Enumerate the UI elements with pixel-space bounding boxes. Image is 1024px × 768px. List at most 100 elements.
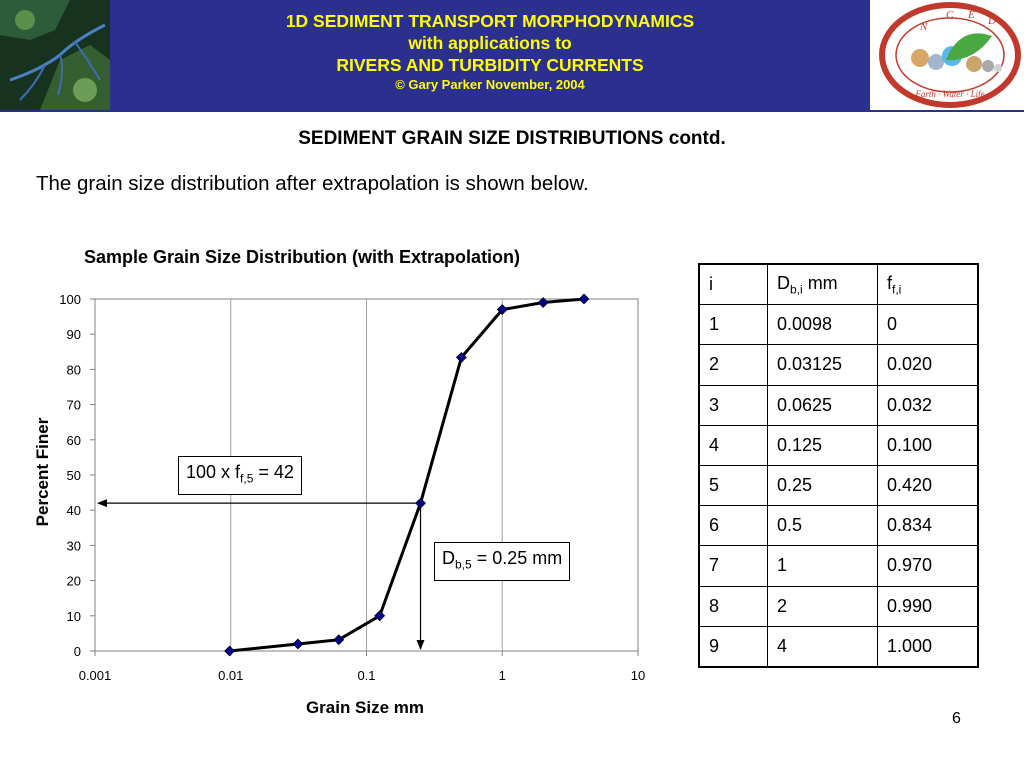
y-tick-label: 20 [67, 574, 81, 589]
table-cell: 5 [698, 464, 768, 507]
table-header-cell: i [698, 263, 768, 306]
table-header-cell: ff,i [877, 263, 979, 306]
intro-text: The grain size distribution after extrap… [36, 172, 589, 195]
table-cell: 0.032 [877, 384, 979, 426]
table-cell: 1 [698, 304, 768, 346]
y-tick-label: 10 [67, 609, 81, 624]
table-cell: 8 [698, 585, 768, 627]
y-tick-label: 0 [74, 644, 81, 659]
table-row: 3 0.0625 0.032 [698, 384, 979, 426]
x-tick-label: 10 [631, 668, 645, 683]
header-base: f [887, 272, 893, 293]
y-axis-title: Percent Finer [33, 417, 52, 527]
table-row: 1 0.0098 0 [698, 304, 979, 346]
table-cell: 4 [698, 424, 768, 466]
title-banner: 1D SEDIMENT TRANSPORT MORPHODYNAMICS wit… [110, 0, 870, 110]
table-cell: 0.125 [767, 424, 878, 466]
callout-f-prefix: 100 x f [186, 462, 241, 482]
table-cell: 1.000 [877, 625, 979, 668]
page-number: 6 [952, 710, 961, 727]
logo-letter-d: D [987, 15, 996, 27]
table-cell: 0.970 [877, 545, 979, 587]
callout-d-sub: b,5 [455, 557, 472, 572]
header-base: D [777, 272, 790, 293]
x-tick-label: 1 [499, 668, 506, 683]
table-cell: 9 [698, 625, 768, 668]
table-cell: 0 [877, 304, 979, 346]
table-cell: 0.990 [877, 585, 979, 627]
header-subscript: b,i [790, 282, 803, 297]
course-title-line2: with applications to [408, 33, 572, 53]
callout-d-prefix: D [442, 548, 455, 568]
course-title-line1: 1D SEDIMENT TRANSPORT MORPHODYNAMICS [285, 11, 695, 31]
header-suffix: mm [802, 272, 838, 293]
table-cell: 0.03125 [767, 344, 878, 386]
data-point-marker [224, 645, 235, 657]
data-point-marker [415, 497, 426, 509]
x-axis-title: Grain Size mm [305, 698, 425, 717]
header-subscript: f,i [892, 282, 902, 297]
satellite-delta-image [0, 0, 110, 110]
logo-letter-c: C [946, 9, 954, 21]
logo-motto: Earth · Water · Life [914, 89, 984, 99]
data-point-marker [537, 297, 549, 308]
table-cell: 7 [698, 545, 768, 587]
table-row: 8 2 0.990 [698, 585, 979, 627]
header-base: i [709, 274, 713, 295]
y-tick-label: 100 [59, 292, 81, 307]
y-tick-label: 50 [67, 468, 81, 483]
y-tick-label: 30 [67, 538, 81, 553]
y-tick-label: 40 [67, 503, 81, 518]
x-tick-label: 0.001 [79, 668, 112, 683]
course-title-line3: RIVERS AND TURBIDITY CURRENTS [336, 55, 644, 75]
data-point-marker [496, 304, 508, 315]
data-point-marker [374, 610, 386, 622]
x-tick-label: 0.1 [357, 668, 375, 683]
callout-d-suffix: = 0.25 mm [471, 548, 563, 568]
table-cell: 0.0098 [767, 304, 878, 346]
table-cell: 3 [698, 384, 768, 426]
table-cell: 0.5 [767, 505, 878, 547]
data-point-marker [333, 634, 345, 646]
table-row: 9 4 1.000 [698, 625, 979, 668]
data-point-marker [292, 638, 304, 650]
table-cell: 4 [767, 625, 878, 668]
table-cell: 0.100 [877, 424, 979, 466]
table-row: 5 0.25 0.420 [698, 464, 979, 507]
chart-title: Sample Grain Size Distribution (with Ext… [84, 247, 521, 267]
table-cell: 0.25 [767, 464, 878, 507]
table-header-row: i Db,i mm ff,i [698, 263, 979, 306]
y-tick-label: 70 [67, 398, 81, 413]
slide-title: SEDIMENT GRAIN SIZE DISTRIBUTIONS contd. [298, 128, 726, 149]
callout-f-suffix: = 42 [253, 462, 294, 482]
table-cell: 2 [698, 344, 768, 386]
table-row: 6 0.5 0.834 [698, 505, 979, 547]
y-tick-label: 90 [67, 327, 81, 342]
table-cell: 0.420 [877, 464, 979, 507]
table-header-cell: Db,i mm [767, 263, 878, 306]
table-cell: 1 [767, 545, 878, 587]
grain-size-table: i Db,i mm ff,i 1 0.0098 0 2 0.03125 0.020 3 0.0625… [698, 263, 979, 668]
table-cell: 6 [698, 505, 768, 547]
table-cell: 0.020 [877, 344, 979, 386]
logo-letter-e: E [967, 9, 975, 21]
data-point-marker [578, 293, 590, 305]
nced-logo: N C E D Earth · Water · Life [870, 0, 1024, 110]
table-cell: 2 [767, 585, 878, 627]
logo-letter-n: N [919, 21, 928, 33]
callout-f-sub: f,5 [240, 471, 254, 486]
table-row: 7 1 0.970 [698, 545, 979, 587]
y-tick-label: 60 [67, 433, 81, 448]
table-cell: 0.834 [877, 505, 979, 547]
table-cell: 0.0625 [767, 384, 878, 426]
table-row: 4 0.125 0.100 [698, 424, 979, 466]
header-banner: 1D SEDIMENT TRANSPORT MORPHODYNAMICS wit… [0, 0, 1024, 112]
table-row: 2 0.03125 0.020 [698, 344, 979, 386]
percent-finer-callout: 100 x ff,5 = 42 [178, 456, 302, 495]
header-divider [0, 110, 1024, 112]
x-tick-label: 0.01 [218, 668, 243, 683]
copyright-text: © Gary Parker November, 2004 [395, 77, 585, 92]
grain-size-callout: Db,5 = 0.25 mm [434, 542, 571, 581]
y-tick-label: 80 [67, 362, 81, 377]
